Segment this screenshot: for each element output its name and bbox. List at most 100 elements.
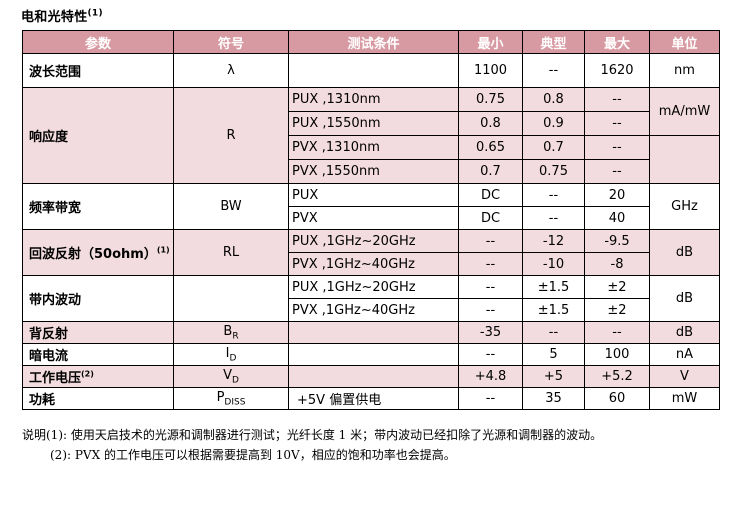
param-typ: -12 <box>522 229 585 253</box>
header-symbol: 符号 <box>173 30 289 54</box>
param-condition <box>288 321 459 344</box>
param-condition: +5V 偏置供电 <box>288 387 459 410</box>
table-row: PVX ,1550nm 0.7 0.75 -- <box>23 159 720 184</box>
param-typ: 0.8 <box>522 87 585 112</box>
footnote-marker: (1) <box>156 245 170 255</box>
param-condition: PUX ,1550nm <box>288 111 459 136</box>
param-min: -- <box>458 275 523 299</box>
header-param: 参数 <box>22 30 174 54</box>
param-symbol: ID <box>173 343 289 366</box>
param-min: DC <box>458 183 523 207</box>
param-max: 60 <box>584 387 650 410</box>
param-max: 1620 <box>584 53 650 88</box>
table-row: PVX ,1310nm 0.65 0.7 -- <box>23 135 720 184</box>
header-row: 参数 符号 测试条件 最小 典型 最大 单位 <box>22 30 720 54</box>
param-symbol: λ <box>173 53 289 88</box>
param-condition: PVX <box>288 206 459 230</box>
param-max: 40 <box>584 206 650 230</box>
table-row: 暗电流 ID -- 5 100 nA <box>22 343 720 366</box>
param-typ: 35 <box>522 387 585 410</box>
param-condition <box>288 343 459 366</box>
table-row: PUX ,1550nm 0.8 0.9 -- <box>23 111 720 136</box>
param-condition: PVX ,1310nm <box>288 135 459 160</box>
param-max: 20 <box>584 183 650 207</box>
param-max: ±2 <box>584 298 650 322</box>
footnote-1: 说明(1): 使用天启技术的光源和调制器进行测试；光纤长度 1 米；带内波动已经… <box>22 428 603 442</box>
param-max: -8 <box>584 252 650 276</box>
param-typ: -- <box>522 206 585 230</box>
param-condition: PVX ,1GHz~40GHz <box>288 298 459 322</box>
footnotes: 说明(1): 使用天启技术的光源和调制器进行测试；光纤长度 1 米；带内波动已经… <box>22 425 602 465</box>
param-unit: mW <box>649 387 720 410</box>
param-condition: PUX ,1310nm <box>288 87 459 112</box>
param-max: -- <box>584 135 650 160</box>
footnote-marker: (2) <box>81 369 94 379</box>
param-condition: PVX ,1550nm <box>288 159 459 184</box>
param-symbol: R <box>173 87 289 184</box>
header-max: 最大 <box>584 30 650 54</box>
param-min: -- <box>458 387 523 410</box>
param-unit: dB <box>649 275 720 322</box>
param-name: 功耗 <box>22 387 174 410</box>
param-name: 响应度 <box>22 87 174 184</box>
table-row: 工作电压(2) VD +4.8 +5 +5.2 V <box>22 365 720 388</box>
param-min: DC <box>458 206 523 230</box>
param-min: 1100 <box>458 53 523 88</box>
table-row: 响应度 R PUX ,1310nm 0.75 0.8 -- mA/mW <box>22 87 720 184</box>
param-unit: dB <box>649 229 720 276</box>
param-typ: 0.75 <box>522 159 585 184</box>
param-min: -- <box>458 229 523 253</box>
param-min: 0.8 <box>458 111 523 136</box>
param-condition: PVX ,1GHz~40GHz <box>288 252 459 276</box>
param-unit-empty <box>649 135 720 184</box>
param-condition: PUX ,1GHz~20GHz <box>288 229 459 253</box>
param-typ: -- <box>522 183 585 207</box>
section-title: 电和光特性(1) <box>21 8 103 25</box>
param-unit: V <box>649 365 720 388</box>
param-symbol: BW <box>173 183 289 230</box>
param-unit: dB <box>649 321 720 344</box>
param-min: 0.75 <box>458 87 523 112</box>
param-name: 带内波动 <box>22 275 174 322</box>
table-row: PVX ,1GHz~40GHz -- ±1.5 ±2 <box>23 298 720 322</box>
param-name: 背反射 <box>22 321 174 344</box>
param-condition <box>288 53 459 88</box>
param-unit: nA <box>649 343 720 366</box>
param-typ: 0.7 <box>522 135 585 160</box>
header-condition: 测试条件 <box>288 30 459 54</box>
header-min: 最小 <box>458 30 523 54</box>
table-row: PVX ,1GHz~40GHz -- -10 -8 <box>23 252 720 276</box>
param-max: -- <box>584 111 650 136</box>
param-symbol: RL <box>173 229 289 276</box>
param-unit: mA/mW <box>649 87 720 136</box>
param-condition: PUX ,1GHz~20GHz <box>288 275 459 299</box>
table-row: 回波反射（50ohm）(1) RL PUX ,1GHz~20GHz -- -12… <box>22 229 720 276</box>
param-typ: +5 <box>522 365 585 388</box>
param-unit: nm <box>649 53 720 88</box>
param-typ: -- <box>522 53 585 88</box>
param-min: 0.7 <box>458 159 523 184</box>
param-max: 100 <box>584 343 650 366</box>
table-row: 频率带宽 BW PUX DC -- 20 GHz <box>22 183 720 230</box>
table-row: 带内波动 PUX ,1GHz~20GHz -- ±1.5 ±2 dB <box>22 275 720 322</box>
param-name: 工作电压(2) <box>22 365 174 388</box>
param-typ: -- <box>522 321 585 344</box>
param-symbol: PDISS <box>173 387 289 410</box>
spec-table: 参数 符号 测试条件 最小 典型 最大 单位 波长范围 λ 1100 -- 16… <box>22 30 720 410</box>
param-max: -- <box>584 321 650 344</box>
param-max: +5.2 <box>584 365 650 388</box>
param-name: 波长范围 <box>22 53 174 88</box>
param-typ: ±1.5 <box>522 275 585 299</box>
param-min: -- <box>458 343 523 366</box>
param-typ: -10 <box>522 252 585 276</box>
param-condition: PUX <box>288 183 459 207</box>
param-min: -- <box>458 298 523 322</box>
header-unit: 单位 <box>649 30 720 54</box>
param-max: ±2 <box>584 275 650 299</box>
param-symbol: VD <box>173 365 289 388</box>
param-condition <box>288 365 459 388</box>
param-unit: GHz <box>649 183 720 230</box>
header-typ: 典型 <box>522 30 585 54</box>
footnote-2: (2): PVX 的工作电压可以根据需要提高到 10V，相应的饱和功率也会提高。 <box>50 448 456 462</box>
table-row: 波长范围 λ 1100 -- 1620 nm <box>22 53 720 88</box>
